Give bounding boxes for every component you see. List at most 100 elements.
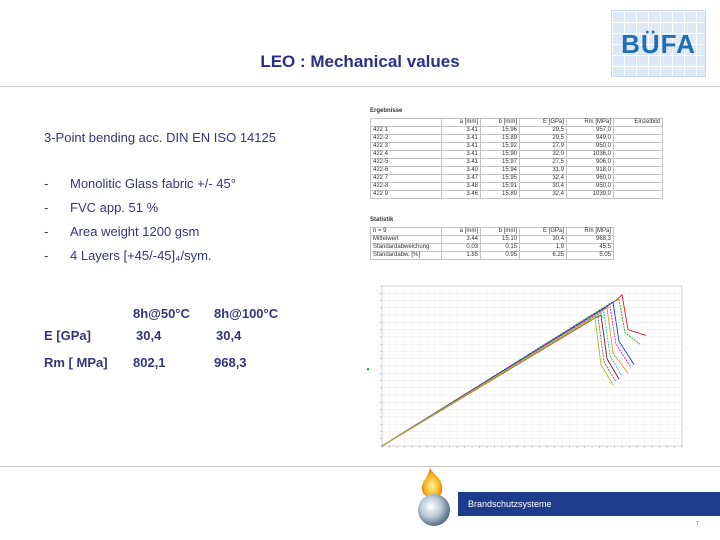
col-header-100c: 8h@100°C xyxy=(214,306,279,321)
table-cell: 3.41 xyxy=(441,126,481,135)
table-cell: 5.05 xyxy=(566,251,614,260)
table-cell: 422 3 xyxy=(370,142,442,151)
table-cell: 3.40 xyxy=(441,166,481,175)
table-row: 422 4 3.41 15.90 32,0 1036,0 xyxy=(370,150,663,159)
table-cell: n = 9 xyxy=(370,227,442,236)
table-cell: Standardabweichung xyxy=(370,243,442,252)
table-row: Standardabweichung 0.03 0.15 1,9 45,5 xyxy=(370,243,614,252)
table-cell: 1,9 xyxy=(519,243,567,252)
table-cell: 29,5 xyxy=(519,134,567,143)
table-cell: 3.46 xyxy=(441,190,481,199)
table-cell: 15.90 xyxy=(480,150,520,159)
table-cell: 949,0 xyxy=(566,134,614,143)
table-cell: 0.95 xyxy=(480,251,520,260)
spec-item: -4 Layers [+45/-45]₄/sym. xyxy=(44,248,212,263)
table-cell: 27,9 xyxy=(519,142,567,151)
table-cell: 31,9 xyxy=(519,166,567,175)
table-row: 422-2 3.41 15.89 29,5 949,0 xyxy=(370,134,663,143)
table-row: 422 7 3.47 15.95 32,4 960,0 xyxy=(370,174,663,183)
footer-divider xyxy=(0,466,720,467)
table-cell: 960,0 xyxy=(566,174,614,183)
force-deflection-chart xyxy=(366,285,683,448)
table-cell: 3.47 xyxy=(441,174,481,183)
col-header-50c: 8h@50°C xyxy=(133,306,190,321)
table-cell: 422 1 xyxy=(370,126,442,135)
table-row: 422 1 3.41 15.96 29,5 957,0 xyxy=(370,126,663,135)
table-cell: 918,0 xyxy=(566,166,614,175)
table-row: Mittelwert 3.44 15.10 30,4 968,3 xyxy=(370,235,614,244)
table-row: 422-8 3.48 15.91 30,4 950,0 xyxy=(370,182,663,191)
table-cell: 3.41 xyxy=(441,142,481,151)
table-row: 422-6 3.40 15.94 31,9 918,0 xyxy=(370,166,663,175)
table-row: 422 9 3.46 15.89 32,4 1039,0 xyxy=(370,190,663,199)
table-cell: 422 7 xyxy=(370,174,442,183)
table-cell: 1.85 xyxy=(441,251,481,260)
footer-bar: Brandschutzsysteme xyxy=(458,492,720,516)
header-divider xyxy=(0,86,720,87)
table-cell: Mittelwert xyxy=(370,235,442,244)
table-cell: 422-8 xyxy=(370,182,442,191)
table-cell: 15.10 xyxy=(480,235,520,244)
table-cell: 422-6 xyxy=(370,166,442,175)
table-cell: 906,0 xyxy=(566,158,614,167)
table-cell: 0.15 xyxy=(480,243,520,252)
slide-title: LEO : Mechanical values xyxy=(260,52,460,71)
table-cell: 29,5 xyxy=(519,126,567,135)
table-cell: 15.89 xyxy=(480,190,520,199)
table-cell: 422-5 xyxy=(370,158,442,167)
table-cell: 422-2 xyxy=(370,134,442,143)
table-cell: 957,0 xyxy=(566,126,614,135)
value-rm-100c: 968,3 xyxy=(214,355,247,370)
table-cell xyxy=(613,134,663,143)
page-number: 7 xyxy=(696,521,699,527)
table-cell xyxy=(613,190,663,199)
table-cell: 1039,0 xyxy=(566,190,614,199)
table-cell: 15.97 xyxy=(480,158,520,167)
value-e-50c: 30,4 xyxy=(136,328,162,343)
series-line xyxy=(381,298,641,447)
table-header-row: a [mm] b [mm] E [GPa] Rm [MPa] Einzelbild xyxy=(370,118,663,127)
table-cell: 15.95 xyxy=(480,174,520,183)
table-cell: E [GPa] xyxy=(519,118,567,127)
table-cell: Standardabw. [%] xyxy=(370,251,442,260)
table-cell: 3.44 xyxy=(441,235,481,244)
table-cell: E [GPa] xyxy=(519,227,567,236)
series-line xyxy=(381,317,614,447)
row-label-e: E [GPa] xyxy=(44,328,91,343)
table-cell: 30,4 xyxy=(519,235,567,244)
table-cell: 422 4 xyxy=(370,150,442,159)
table-row: 422 3 3.41 15.92 27,9 950,0 xyxy=(370,142,663,151)
value-e-100c: 30,4 xyxy=(216,328,242,343)
specs-list: - Monolitic Glass fabric +/- 45° - FVC app… xyxy=(44,176,236,272)
axis-marker xyxy=(366,368,370,371)
table-cell: 950,0 xyxy=(566,142,614,151)
results-table: Ergebnisse a [mm] b [mm] E [GPa] Rm [MPa] Ei… xyxy=(370,108,663,199)
table-cell xyxy=(613,126,663,135)
table-cell: 3.41 xyxy=(441,150,481,159)
table-cell: 30,4 xyxy=(519,182,567,191)
table-cell: 1036,0 xyxy=(566,150,614,159)
table-cell: Einzelbild xyxy=(613,118,663,127)
table-cell xyxy=(613,142,663,151)
table-cell: 32,4 xyxy=(519,190,567,199)
table-cell: 6.25 xyxy=(519,251,567,260)
table-cell: Rm [MPa] xyxy=(566,118,614,127)
table-cell: 15.91 xyxy=(480,182,520,191)
series-line xyxy=(381,305,632,447)
table-cell xyxy=(613,166,663,175)
table-cell: 0.03 xyxy=(441,243,481,252)
table-cell xyxy=(613,150,663,159)
spec-item: - Monolitic Glass fabric +/- 45° xyxy=(44,176,236,191)
table-row: 422-5 3.41 15.97 27,5 906,0 xyxy=(370,158,663,167)
table-cell: 950,0 xyxy=(566,182,614,191)
statistics-caption: Statistik xyxy=(370,217,394,223)
table-cell: 3.48 xyxy=(441,182,481,191)
value-rm-50c: 802,1 xyxy=(133,355,166,370)
table-cell: 15.92 xyxy=(480,142,520,151)
table-cell: 422 9 xyxy=(370,190,442,199)
table-cell xyxy=(613,174,663,183)
table-cell: 45,5 xyxy=(566,243,614,252)
table-cell: b [mm] xyxy=(480,118,520,127)
